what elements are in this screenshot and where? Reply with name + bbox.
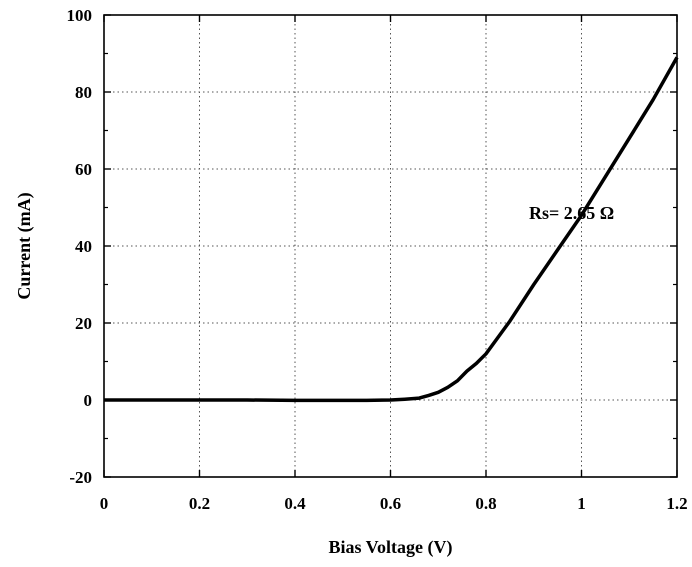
x-tick-label: 0 <box>100 494 109 513</box>
y-tick-label: 60 <box>75 160 92 179</box>
y-tick-label: 80 <box>75 83 92 102</box>
y-tick-label: 40 <box>75 237 92 256</box>
x-tick-label: 1 <box>577 494 586 513</box>
x-tick-label: 0.6 <box>380 494 401 513</box>
y-tick-label: 0 <box>84 391 93 410</box>
grid-lines <box>104 15 677 477</box>
y-tick-label: 100 <box>67 6 93 25</box>
x-tick-label: 1.2 <box>666 494 687 513</box>
y-tick-labels: -20 0 20 40 60 80 100 <box>67 6 93 487</box>
x-axis-title: Bias Voltage (V) <box>328 537 452 558</box>
y-tick-label: -20 <box>69 468 92 487</box>
annotation-label: Rs= 2.65 Ω <box>529 203 614 223</box>
x-tick-label: 0.8 <box>475 494 496 513</box>
y-tick-label: 20 <box>75 314 92 333</box>
y-axis-title: Current (mA) <box>14 192 35 299</box>
x-tick-label: 0.2 <box>189 494 210 513</box>
x-tick-label: 0.4 <box>284 494 306 513</box>
x-tick-labels: 0 0.2 0.4 0.6 0.8 1 1.2 <box>100 494 688 513</box>
